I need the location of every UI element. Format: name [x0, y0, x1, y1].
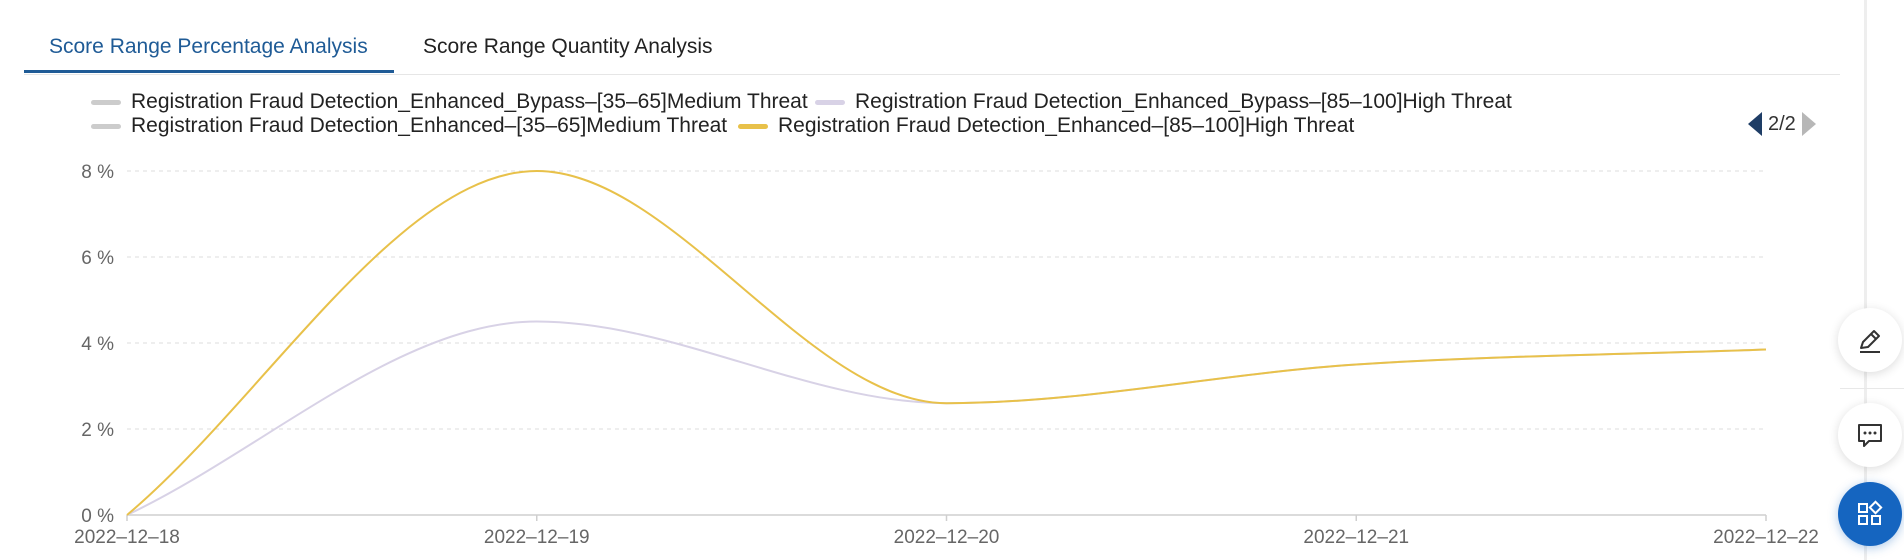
legend-swatch — [738, 123, 768, 129]
series-line-2 — [126, 169, 1767, 516]
y-tick-label: 2 % — [81, 420, 114, 441]
comment-button[interactable] — [1838, 403, 1902, 467]
tab-score-range-percentage[interactable]: Score Range Percentage Analysis — [49, 35, 368, 58]
active-tab-indicator — [24, 70, 394, 73]
y-tick-label: 4 % — [81, 334, 114, 355]
legend-swatch — [91, 99, 121, 105]
legend-label: Registration Fraud Detection_Enhanced_By… — [131, 90, 808, 113]
comment-icon — [1858, 424, 1882, 447]
legend-item-bypass-medium[interactable]: Registration Fraud Detection_Enhanced_By… — [91, 90, 808, 114]
y-tick-label: 6 % — [81, 248, 114, 269]
legend-label: Registration Fraud Detection_Enhanced–[8… — [778, 114, 1355, 137]
legend-item-enhanced-high[interactable]: Registration Fraud Detection_Enhanced–[8… — [738, 114, 1354, 138]
x-tick-label: 2022–12–22 — [1713, 527, 1819, 548]
x-tick-label: 2022–12–19 — [484, 527, 590, 548]
x-tick-label: 2022–12–18 — [74, 527, 180, 548]
tab-bar: Score Range Percentage Analysis Score Ra… — [24, 0, 1840, 75]
legend-label: Registration Fraud Detection_Enhanced_By… — [855, 90, 1512, 113]
toolbar-divider — [1840, 388, 1904, 389]
apps-button[interactable] — [1838, 482, 1902, 546]
legend-item-bypass-high[interactable]: Registration Fraud Detection_Enhanced_By… — [815, 90, 1512, 114]
series-line-1 — [126, 320, 1767, 516]
grid-layer — [127, 170, 1766, 430]
tab-score-range-quantity[interactable]: Score Range Quantity Analysis — [423, 35, 713, 58]
legend-pager: 2/2 — [1748, 112, 1816, 136]
edit-icon — [1860, 330, 1880, 353]
y-tick-label: 0 % — [81, 506, 114, 527]
next-page-icon[interactable] — [1801, 112, 1816, 136]
apps-icon — [1858, 500, 1883, 525]
axis-layer: 0 % 2 % 4 % 6 % 8 % 2022–12–18 2022–12–19 2022–… — [74, 162, 1819, 548]
x-tick-label: 2022–12–20 — [894, 527, 1000, 548]
legend-swatch — [815, 99, 845, 105]
y-tick-label: 8 % — [81, 162, 114, 183]
prev-page-icon[interactable] — [1748, 112, 1762, 136]
x-tick-label: 2022–12–21 — [1303, 527, 1409, 548]
legend-label: Registration Fraud Detection_Enhanced–[3… — [131, 114, 728, 137]
legend-item-enhanced-medium[interactable]: Registration Fraud Detection_Enhanced–[3… — [91, 114, 727, 138]
right-scrollbar-track — [1864, 0, 1867, 560]
edit-button[interactable] — [1838, 308, 1902, 372]
legend-page-indicator: 2/2 — [1768, 112, 1796, 135]
series-layer — [126, 169, 1767, 516]
legend-swatch — [91, 123, 121, 129]
